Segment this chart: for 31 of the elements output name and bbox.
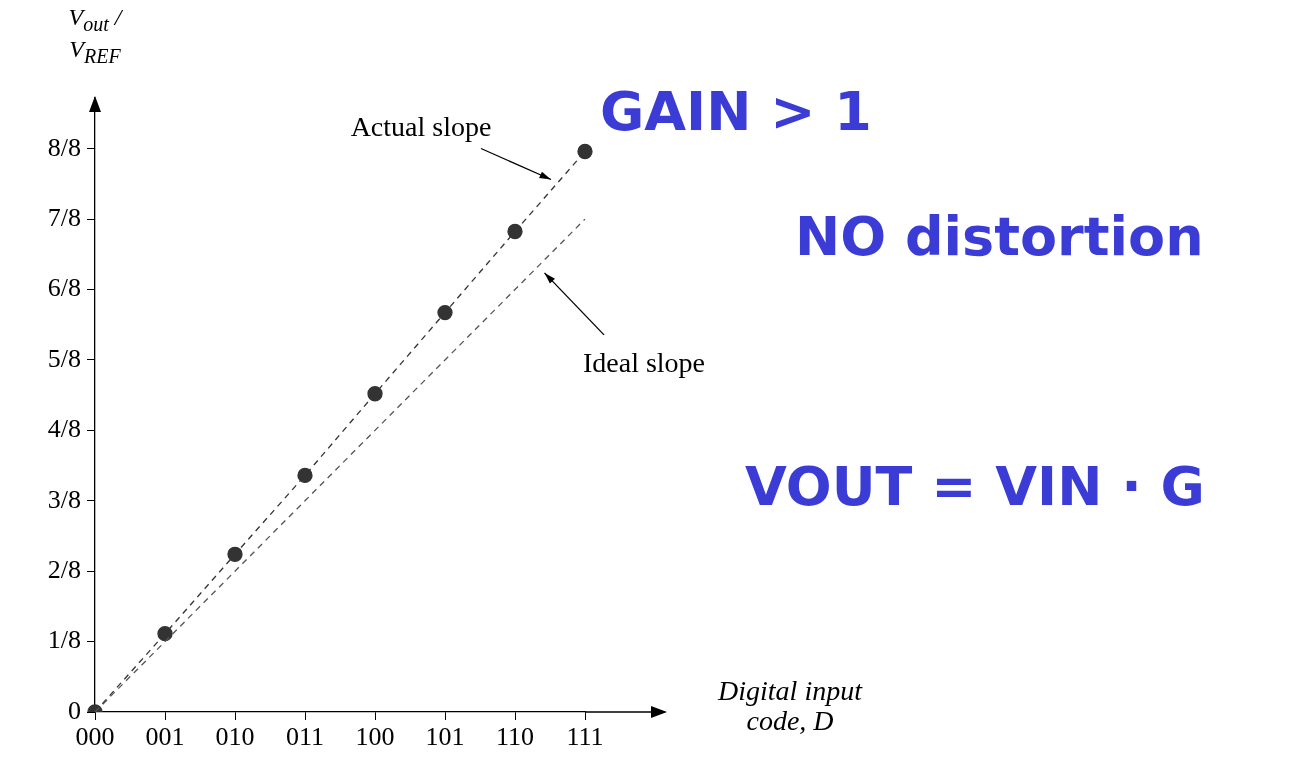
y-tick-label: 4/8 (47, 414, 81, 444)
point (437, 304, 453, 321)
y-tick-label: 0 (68, 695, 81, 725)
y-tick-label: 5/8 (47, 343, 81, 373)
y-tick-label: 2/8 (47, 555, 81, 584)
point (577, 143, 593, 160)
x-tick-label: 010 (215, 722, 255, 752)
y-tick-label: 6/8 (47, 273, 81, 303)
x-tick-label: 000 (75, 722, 115, 752)
y-tick-label: 1/8 (47, 625, 81, 655)
x-tick-label: 110 (495, 722, 535, 752)
text: Actual slope (350, 110, 492, 142)
point (507, 223, 523, 240)
text: V$_{out}$ / V$_{REF}$ (68, 4, 122, 67)
point (367, 386, 383, 402)
text: Ideal slope (582, 347, 706, 379)
text: GAIN > 1 (600, 80, 872, 143)
x-tick-label: 011 (285, 722, 325, 752)
x-tick-label: 100 (355, 722, 395, 752)
text: NO distortion (795, 205, 1204, 268)
y-tick-label: 3/8 (47, 484, 81, 514)
x-axis-title: Digital input code, D (716, 675, 864, 736)
x-tick-label: 111 (566, 722, 604, 752)
point (227, 546, 243, 562)
x-tick-label: 001 (145, 722, 185, 752)
x-tick-label: 101 (425, 722, 465, 752)
point (297, 467, 313, 484)
text: VOUT = VIN · G (745, 455, 1205, 518)
y-tick-label: 7/8 (47, 202, 81, 232)
point (157, 626, 173, 642)
y-tick-label: 8/8 (47, 132, 81, 162)
